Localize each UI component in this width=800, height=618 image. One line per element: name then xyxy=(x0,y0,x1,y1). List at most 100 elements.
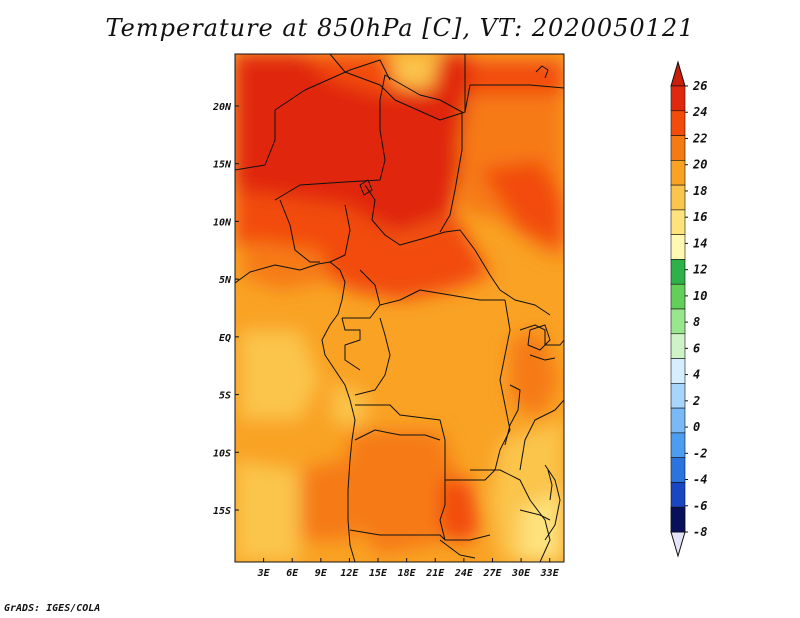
lon-tick-label: 21E xyxy=(425,568,445,579)
border-zimbabwe xyxy=(439,539,476,559)
border-north xyxy=(329,54,564,121)
colorbar-swatch xyxy=(670,383,686,409)
border-gabon xyxy=(341,317,361,371)
border-niger-chad xyxy=(274,74,463,201)
border-congo xyxy=(354,317,391,396)
colorbar-swatch xyxy=(670,432,686,458)
lake-tanganyika xyxy=(504,384,521,446)
zone-nigeria-south xyxy=(240,240,330,290)
colorbar-swatch xyxy=(670,259,686,285)
colorbar-label: 6 xyxy=(693,341,700,355)
zone-angola xyxy=(345,430,460,555)
colorbar-label: 12 xyxy=(693,263,707,277)
colorbar-bottom-arrow xyxy=(670,531,686,558)
colorbar-swatch xyxy=(670,407,686,434)
colorbar-label: 20 xyxy=(692,158,707,172)
grads-credit: GrADS: IGES/COLA xyxy=(4,603,101,614)
colorbar-swatch xyxy=(670,85,686,112)
colorbar-label: 14 xyxy=(693,236,707,250)
lat-tick-label: 10N xyxy=(213,217,232,228)
border-angola-north xyxy=(354,429,441,441)
border-nigeria xyxy=(279,199,320,263)
zone-ne-edge xyxy=(470,60,564,95)
lon-tick-label: 18E xyxy=(398,568,417,579)
zone-hot-north xyxy=(235,54,480,235)
lat-tick-label: EQ xyxy=(219,333,231,344)
lon-tick-label: 15E xyxy=(369,568,388,579)
zone-east-hot xyxy=(480,160,564,250)
lon-tick-label: 27E xyxy=(482,568,502,579)
colorbar-swatch xyxy=(670,333,686,359)
border-kenya xyxy=(529,354,556,361)
lon-tick-label: 24E xyxy=(454,568,474,579)
border-chad-sudan xyxy=(439,189,456,233)
lon-tick-label: 30E xyxy=(511,568,531,579)
colorbar-swatch xyxy=(670,135,686,161)
zone-zambia-hot xyxy=(440,480,480,545)
field-zones xyxy=(235,54,564,562)
zone-north-cool xyxy=(390,54,440,90)
border-mozambique xyxy=(519,509,551,521)
border-car-drc xyxy=(379,289,505,306)
colorbar-label: 0 xyxy=(693,420,700,434)
colorbar-label: 4 xyxy=(693,368,700,382)
colorbar-swatch xyxy=(670,110,686,136)
lon-tick-label: 12E xyxy=(340,568,359,579)
colorbar-label: 8 xyxy=(693,315,700,329)
colorbar-label: 16 xyxy=(693,210,707,224)
border-mali-niger xyxy=(235,59,391,171)
zone-mozambique xyxy=(520,490,564,562)
colorbar-swatch xyxy=(670,358,686,384)
country-borders xyxy=(235,54,564,562)
colorbar-label: -2 xyxy=(693,446,707,460)
border-nigeria-cameroon xyxy=(329,204,351,263)
lake-victoria xyxy=(527,324,551,351)
border-tanzania xyxy=(519,399,564,471)
colorbar-label: -4 xyxy=(693,473,707,487)
zone-gulf-cool xyxy=(240,330,320,420)
border-zambia-east xyxy=(470,469,551,562)
west-coastline xyxy=(235,261,356,562)
lat-tick-label: 5N xyxy=(219,275,232,286)
map-title: Temperature at 850hPa [C], VT: 202005012… xyxy=(105,14,695,42)
border-uganda xyxy=(519,324,564,346)
longitude-axis: 3E 6E 9E 12E 15E 18E 21E 24E 27E 30E 33E xyxy=(257,558,560,579)
lon-tick-label: 3E xyxy=(257,568,271,579)
temperature-field xyxy=(235,54,564,562)
zone-coast-cool xyxy=(330,380,370,430)
colorbar-swatch xyxy=(670,308,686,335)
border-angola-namibia xyxy=(349,529,491,541)
colorbar-label: 22 xyxy=(692,131,707,145)
colorbar-label: -6 xyxy=(693,499,707,513)
colorbar-label: 10 xyxy=(693,289,707,303)
colorbar-label: 24 xyxy=(692,105,707,119)
lon-tick-label: 33E xyxy=(540,568,560,579)
colorbar-swatch xyxy=(670,457,686,483)
border-chad-car-sudan xyxy=(364,184,551,316)
colorbar-swatch xyxy=(670,209,686,235)
colorbar-swatch xyxy=(670,234,686,260)
lat-tick-label: 15N xyxy=(213,160,232,171)
zone-southwest xyxy=(300,460,355,540)
lat-tick-label: 20N xyxy=(212,102,232,113)
colorbar-swatch xyxy=(670,184,686,211)
colorbar-swatch xyxy=(670,482,686,508)
latitude-axis: 20N 15N 10N 5N EQ 5S 10S 15S xyxy=(212,102,239,517)
lake-malawi xyxy=(547,469,553,501)
zone-east-lakes xyxy=(510,330,560,420)
lat-tick-label: 15S xyxy=(213,506,231,517)
map-frame xyxy=(234,53,565,563)
border-drc-angola xyxy=(355,404,446,480)
border-angola-zambia xyxy=(439,480,446,541)
lake-chad xyxy=(359,179,373,196)
colorbar-label: -8 xyxy=(693,525,707,539)
zone-car xyxy=(370,240,480,295)
border-drc-east xyxy=(445,299,511,481)
lat-tick-label: 10S xyxy=(213,448,231,459)
nile-delta xyxy=(535,65,549,79)
lon-tick-label: 6E xyxy=(286,568,299,579)
colorbar-top-arrow xyxy=(670,60,686,87)
border-malawi xyxy=(544,464,561,541)
